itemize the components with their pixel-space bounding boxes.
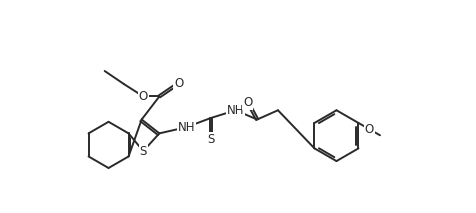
Text: O: O — [364, 123, 373, 136]
Text: NH: NH — [177, 121, 195, 134]
Text: O: O — [139, 90, 148, 103]
Text: O: O — [243, 96, 252, 109]
Text: S: S — [207, 133, 214, 146]
Text: O: O — [174, 77, 183, 90]
Text: S: S — [139, 145, 147, 158]
Text: NH: NH — [227, 104, 244, 117]
